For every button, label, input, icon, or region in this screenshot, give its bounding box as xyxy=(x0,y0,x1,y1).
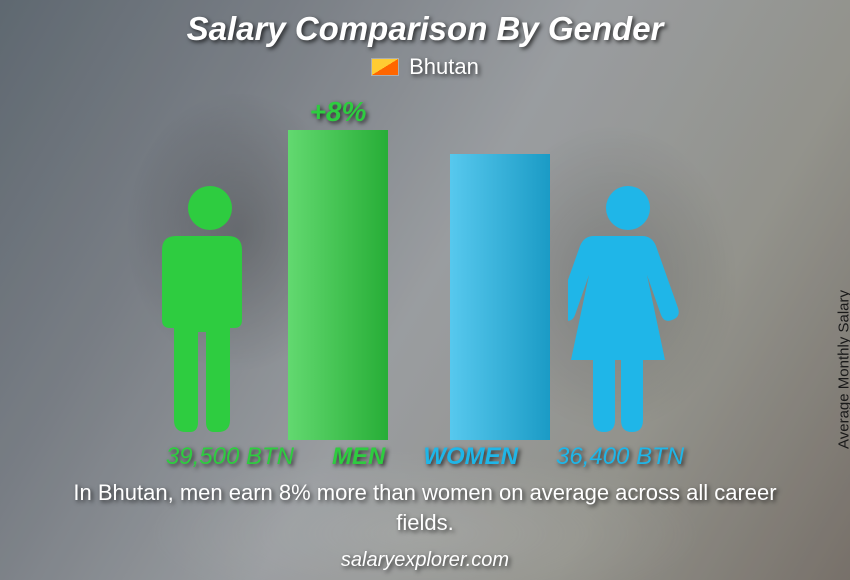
women-bar xyxy=(450,154,550,440)
men-label: MEN xyxy=(332,443,385,471)
women-label: WOMEN xyxy=(423,443,518,471)
women-group xyxy=(450,154,688,440)
men-icon-holder xyxy=(150,180,270,440)
bhutan-flag-icon xyxy=(371,58,399,76)
subtitle-row: Bhutan xyxy=(0,54,850,80)
men-group: +8% xyxy=(150,130,388,440)
difference-label: +8% xyxy=(288,96,388,128)
labels-row: 39,500 BTN MEN WOMEN 36,400 BTN xyxy=(0,443,850,471)
y-axis-label: Average Monthly Salary xyxy=(836,290,850,449)
flag-fill xyxy=(372,59,398,75)
country-label: Bhutan xyxy=(409,54,479,80)
man-icon xyxy=(150,180,270,440)
men-bar: +8% xyxy=(288,130,388,440)
chart-area: +8% xyxy=(90,90,770,440)
women-icon-holder xyxy=(568,180,688,440)
women-salary-label: 36,400 BTN xyxy=(556,443,684,471)
infographic-canvas: Salary Comparison By Gender Bhutan +8% xyxy=(0,0,850,580)
woman-icon xyxy=(568,180,688,440)
footer-link: salaryexplorer.com xyxy=(0,549,850,572)
men-salary-label: 39,500 BTN xyxy=(166,443,294,471)
page-title: Salary Comparison By Gender xyxy=(0,10,850,48)
caption-text: In Bhutan, men earn 8% more than women o… xyxy=(70,478,780,537)
